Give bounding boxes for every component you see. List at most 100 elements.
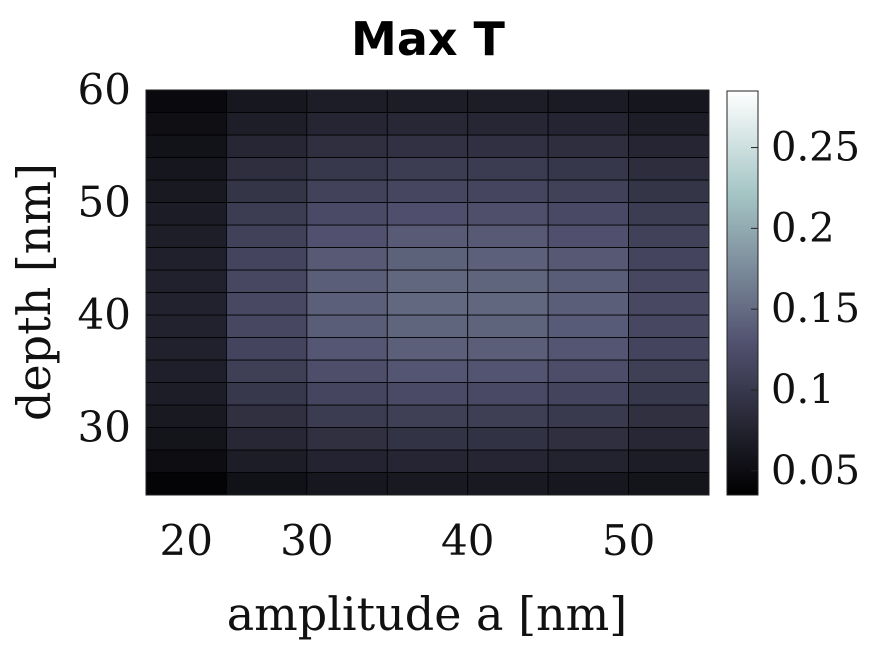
- heatmap-cell: [467, 292, 549, 316]
- heatmap-cell: [467, 134, 549, 158]
- heatmap-cell: [386, 224, 469, 248]
- heatmap-cell: [547, 202, 629, 226]
- heatmap-cell: [306, 382, 388, 406]
- heatmap-cell: [226, 382, 308, 406]
- heatmap-cell: [145, 472, 227, 496]
- heatmap-cell: [467, 449, 549, 473]
- heatmap-cell: [467, 359, 549, 383]
- heatmap-cell: [467, 472, 549, 496]
- heatmap-cell: [306, 134, 388, 158]
- heatmap-cell: [386, 134, 469, 158]
- heatmap-cell: [306, 292, 388, 316]
- y-tick-label: 60: [78, 65, 131, 114]
- colorbar-tick-label: 0.05: [771, 448, 860, 494]
- heatmap-cell: [145, 314, 227, 338]
- heatmap-cell: [467, 202, 549, 226]
- heatmap-cell: [386, 202, 469, 226]
- heatmap-cell: [226, 449, 308, 473]
- heatmap-cell: [547, 314, 629, 338]
- heatmap-cell: [467, 382, 549, 406]
- heatmap-cell: [628, 427, 710, 451]
- colorbar-tick-label: 0.1: [771, 367, 835, 413]
- heatmap-cell: [226, 89, 308, 113]
- heatmap-cell: [467, 404, 549, 428]
- heatmap-cell: [386, 269, 469, 293]
- heatmap-cell: [386, 472, 469, 496]
- heatmap-cell: [226, 292, 308, 316]
- heatmap-cell: [628, 404, 710, 428]
- heatmap-cells: [145, 89, 710, 496]
- heatmap-cell: [628, 449, 710, 473]
- x-tick-label: 30: [280, 516, 333, 565]
- heatmap-cell: [145, 382, 227, 406]
- heatmap-cell: [547, 472, 629, 496]
- heatmap-cell: [306, 314, 388, 338]
- heatmap-cell: [306, 427, 388, 451]
- heatmap-cell: [467, 427, 549, 451]
- heatmap-cell: [226, 224, 308, 248]
- heatmap-cell: [628, 179, 710, 203]
- heatmap-cell: [145, 112, 227, 136]
- heatmap-cell: [547, 404, 629, 428]
- plot-area-frame: [145, 89, 710, 496]
- y-tick-label: 30: [78, 403, 131, 452]
- heatmap-cell: [628, 89, 710, 113]
- heatmap-cell: [226, 134, 308, 158]
- heatmap-cell: [145, 89, 227, 113]
- heatmap-cell: [306, 157, 388, 181]
- heatmap-cell: [628, 202, 710, 226]
- heatmap-cell: [628, 314, 710, 338]
- heatmap-cell: [547, 292, 629, 316]
- heatmap-cell: [628, 337, 710, 361]
- heatmap-cell: [145, 224, 227, 248]
- heatmap-cell: [547, 134, 629, 158]
- heatmap-cell: [386, 157, 469, 181]
- heatmap-cell: [547, 337, 629, 361]
- heatmap-cell: [226, 112, 308, 136]
- heatmap-cell: [386, 247, 469, 271]
- heatmap-cell: [386, 112, 469, 136]
- heatmap-cell: [306, 112, 388, 136]
- heatmap-cell: [306, 247, 388, 271]
- heatmap-cell: [145, 337, 227, 361]
- chart-title: Max T: [351, 12, 506, 66]
- heatmap-cell: [306, 224, 388, 248]
- heatmap-cell: [467, 247, 549, 271]
- heatmap-cell: [547, 224, 629, 248]
- colorbar-ticks: 0.05 0.1 0.15 0.2 0.25: [751, 125, 860, 494]
- heatmap-cell: [467, 112, 549, 136]
- heatmap-cell: [145, 449, 227, 473]
- heatmap-cell: [306, 337, 388, 361]
- heatmap-cell: [226, 427, 308, 451]
- heatmap-cell: [306, 449, 388, 473]
- heatmap-cell: [547, 269, 629, 293]
- heatmap-cell: [467, 179, 549, 203]
- x-axis-ticks: 20 30 40 50: [159, 516, 655, 565]
- heatmap-cell: [226, 314, 308, 338]
- heatmap-cell: [628, 157, 710, 181]
- heatmap-cell: [226, 247, 308, 271]
- heatmap-cell: [386, 382, 469, 406]
- heatmap-cell: [628, 382, 710, 406]
- heatmap-cell: [306, 359, 388, 383]
- heatmap-cell: [467, 89, 549, 113]
- heatmap-cell: [306, 89, 388, 113]
- x-tick-label: 20: [159, 516, 212, 565]
- heatmap-cell: [145, 427, 227, 451]
- heatmap-cell: [306, 404, 388, 428]
- heatmap-cell: [386, 449, 469, 473]
- heatmap-cell: [628, 224, 710, 248]
- heatmap-cell: [467, 314, 549, 338]
- heatmap-cell: [547, 157, 629, 181]
- heatmap-cell: [226, 337, 308, 361]
- heatmap-cell: [145, 202, 227, 226]
- colorbar-tick-label: 0.2: [771, 205, 835, 251]
- colorbar: [726, 90, 759, 496]
- heatmap-cell: [386, 314, 469, 338]
- heatmap-cell: [547, 382, 629, 406]
- x-tick-label: 50: [602, 516, 655, 565]
- heatmap-cell: [226, 157, 308, 181]
- heatmap-cell: [386, 404, 469, 428]
- colorbar-tick-label: 0.25: [771, 125, 860, 171]
